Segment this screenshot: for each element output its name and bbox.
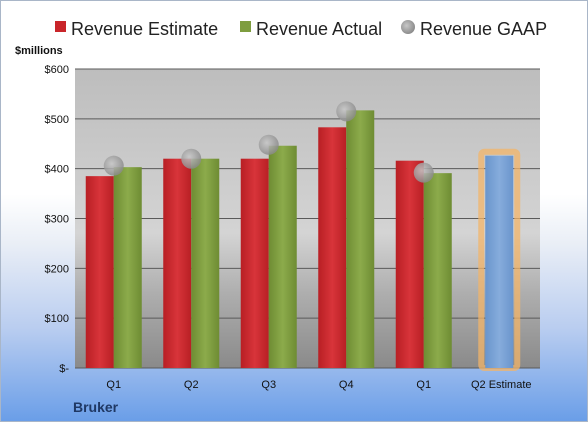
legend-swatch-actual bbox=[240, 21, 251, 32]
bar-forecast bbox=[485, 155, 514, 368]
x-axis-ticks: Q1 Q2 Q3 Q4 Q1 Q2 Estimate bbox=[106, 379, 531, 391]
bar-estimate bbox=[85, 176, 114, 368]
legend-label-estimate: Revenue Estimate bbox=[71, 19, 218, 39]
y-tick-label: $500 bbox=[45, 114, 69, 126]
gaap-marker bbox=[181, 148, 202, 169]
bar-estimate bbox=[163, 158, 192, 368]
legend-label-actual: Revenue Actual bbox=[256, 19, 382, 39]
gaap-marker bbox=[258, 134, 279, 155]
bar-actual bbox=[423, 173, 452, 368]
y-axis-unit-label: $millions bbox=[15, 45, 63, 57]
legend-swatch-estimate bbox=[55, 21, 66, 32]
gridlines bbox=[75, 68, 540, 369]
x-tick-label: Q1 bbox=[106, 379, 121, 391]
gaap-marker bbox=[336, 101, 357, 122]
bar-estimate bbox=[395, 160, 424, 368]
x-tick-label: Q3 bbox=[261, 379, 276, 391]
bar-estimate bbox=[318, 127, 347, 369]
bar-actual bbox=[191, 158, 220, 368]
gaap-marker bbox=[103, 155, 124, 176]
x-tick-label: Q1 bbox=[416, 379, 431, 391]
gaap-markers bbox=[103, 101, 434, 183]
y-tick-label: $600 bbox=[45, 64, 69, 76]
x-tick-label: Q2 bbox=[184, 379, 199, 391]
bar-estimate bbox=[240, 158, 269, 368]
y-tick-label: $300 bbox=[45, 214, 69, 226]
bar-actual bbox=[268, 145, 297, 368]
y-tick-label: $200 bbox=[45, 263, 69, 275]
x-tick-label: Q4 bbox=[339, 379, 354, 391]
y-tick-label: $- bbox=[59, 363, 69, 375]
x-tick-label: Q2 Estimate bbox=[471, 379, 532, 391]
bar-actual bbox=[346, 110, 375, 368]
legend: Revenue Estimate Revenue Actual Revenue … bbox=[55, 19, 547, 39]
y-tick-label: $100 bbox=[45, 313, 69, 325]
bar-actual bbox=[113, 167, 142, 368]
bars bbox=[85, 110, 521, 371]
y-axis-ticks: $- $100 $200 $300 $400 $500 $600 bbox=[45, 64, 70, 375]
company-name: Bruker bbox=[73, 399, 119, 415]
legend-label-gaap: Revenue GAAP bbox=[420, 19, 547, 39]
gaap-marker bbox=[413, 162, 434, 183]
legend-marker-gaap bbox=[401, 20, 415, 34]
y-tick-label: $400 bbox=[45, 164, 69, 176]
